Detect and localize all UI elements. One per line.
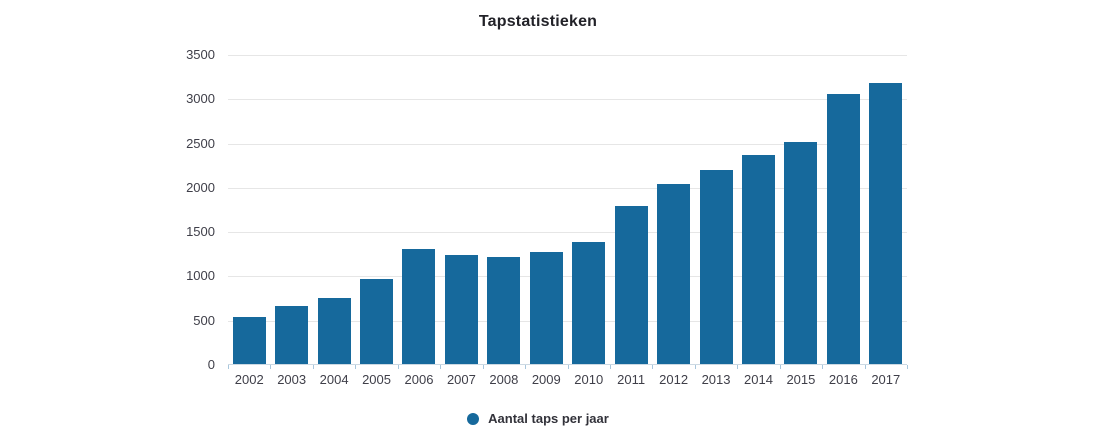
bar-2013[interactable] — [699, 169, 733, 365]
bar-2002[interactable] — [232, 317, 266, 365]
x-axis-label: 2005 — [362, 372, 391, 387]
x-axis-tick — [609, 365, 611, 369]
bar-2011[interactable] — [614, 205, 648, 365]
y-axis-label: 3000 — [186, 91, 215, 107]
x-axis-label: 2011 — [617, 372, 646, 387]
y-axis-label: 1000 — [186, 268, 215, 284]
x-axis-tick — [779, 365, 781, 369]
bar-2004[interactable] — [317, 298, 351, 365]
x-axis-tick — [864, 365, 866, 369]
bar-2005[interactable] — [360, 279, 394, 365]
x-axis-label: 2008 — [489, 372, 519, 387]
gridline — [228, 232, 907, 234]
plot-area: 0 500 1000 1500 2000 2500 3000 3500 2002 2003 2004… — [186, 47, 908, 387]
bar-2017[interactable] — [869, 83, 903, 365]
chart-title: Tapstatistieken — [478, 13, 598, 30]
x-axis-label: 2012 — [659, 372, 689, 387]
gridline — [228, 55, 907, 56]
x-axis-label: 2015 — [786, 372, 816, 387]
bar-2012[interactable] — [657, 183, 691, 365]
x-axis-tick — [907, 365, 908, 369]
x-axis-tick — [440, 365, 442, 369]
x-axis-tick — [567, 365, 569, 369]
x-axis-tick — [525, 365, 527, 369]
x-axis-tick — [312, 365, 314, 369]
y-axis-label: 3500 — [186, 47, 215, 62]
legend-marker-icon — [467, 412, 480, 425]
bar-2009[interactable] — [529, 252, 563, 365]
bar-2010[interactable] — [572, 242, 606, 365]
x-axis-tick — [270, 365, 272, 369]
bar-chart: Tapstatistieken 0 500 1000 1500 2000 2500 3000… — [168, 0, 908, 440]
x-axis-tick — [482, 365, 484, 369]
x-axis-tick — [355, 365, 357, 369]
bar-2016[interactable] — [826, 93, 860, 365]
gridline — [228, 143, 907, 145]
gridline — [228, 320, 907, 322]
x-axis-label: 2016 — [828, 372, 858, 387]
gridline — [228, 187, 907, 189]
y-axis-label: 2500 — [186, 135, 215, 151]
x-axis-label: 2004 — [319, 372, 349, 387]
x-axis-label: 2002 — [234, 372, 264, 387]
x-axis-tick — [694, 365, 696, 369]
x-axis-tick — [737, 365, 739, 369]
bar-2006[interactable] — [402, 248, 436, 365]
y-axis-label: 500 — [193, 312, 215, 328]
x-axis-label: 2017 — [871, 372, 901, 387]
x-axis-label: 2013 — [701, 372, 731, 387]
gridline — [228, 99, 907, 101]
x-axis-tick — [397, 365, 399, 369]
x-axis-line — [228, 364, 907, 365]
x-axis-label: 2006 — [404, 372, 434, 387]
x-axis-label: 2010 — [574, 372, 604, 387]
bar-2008[interactable] — [487, 256, 521, 365]
x-axis-tick — [228, 365, 229, 369]
bar-2014[interactable] — [741, 154, 775, 365]
x-axis-label: 2003 — [277, 372, 307, 387]
bar-2003[interactable] — [275, 305, 309, 365]
x-axis-label: 2007 — [446, 372, 476, 387]
y-axis-label: 0 — [207, 357, 215, 372]
bar-2015[interactable] — [784, 142, 818, 365]
bar-2007[interactable] — [444, 255, 478, 365]
x-axis-label: 2014 — [744, 372, 773, 387]
x-axis-label: 2009 — [531, 372, 561, 387]
x-axis-tick — [652, 365, 654, 369]
gridline — [228, 276, 907, 278]
y-axis-label: 1500 — [186, 224, 215, 240]
legend-label: Aantal taps per jaar — [488, 411, 609, 426]
legend-item[interactable]: Aantal taps per jaar — [168, 411, 908, 426]
x-axis-tick — [822, 365, 824, 369]
y-axis-label: 2000 — [186, 179, 215, 195]
